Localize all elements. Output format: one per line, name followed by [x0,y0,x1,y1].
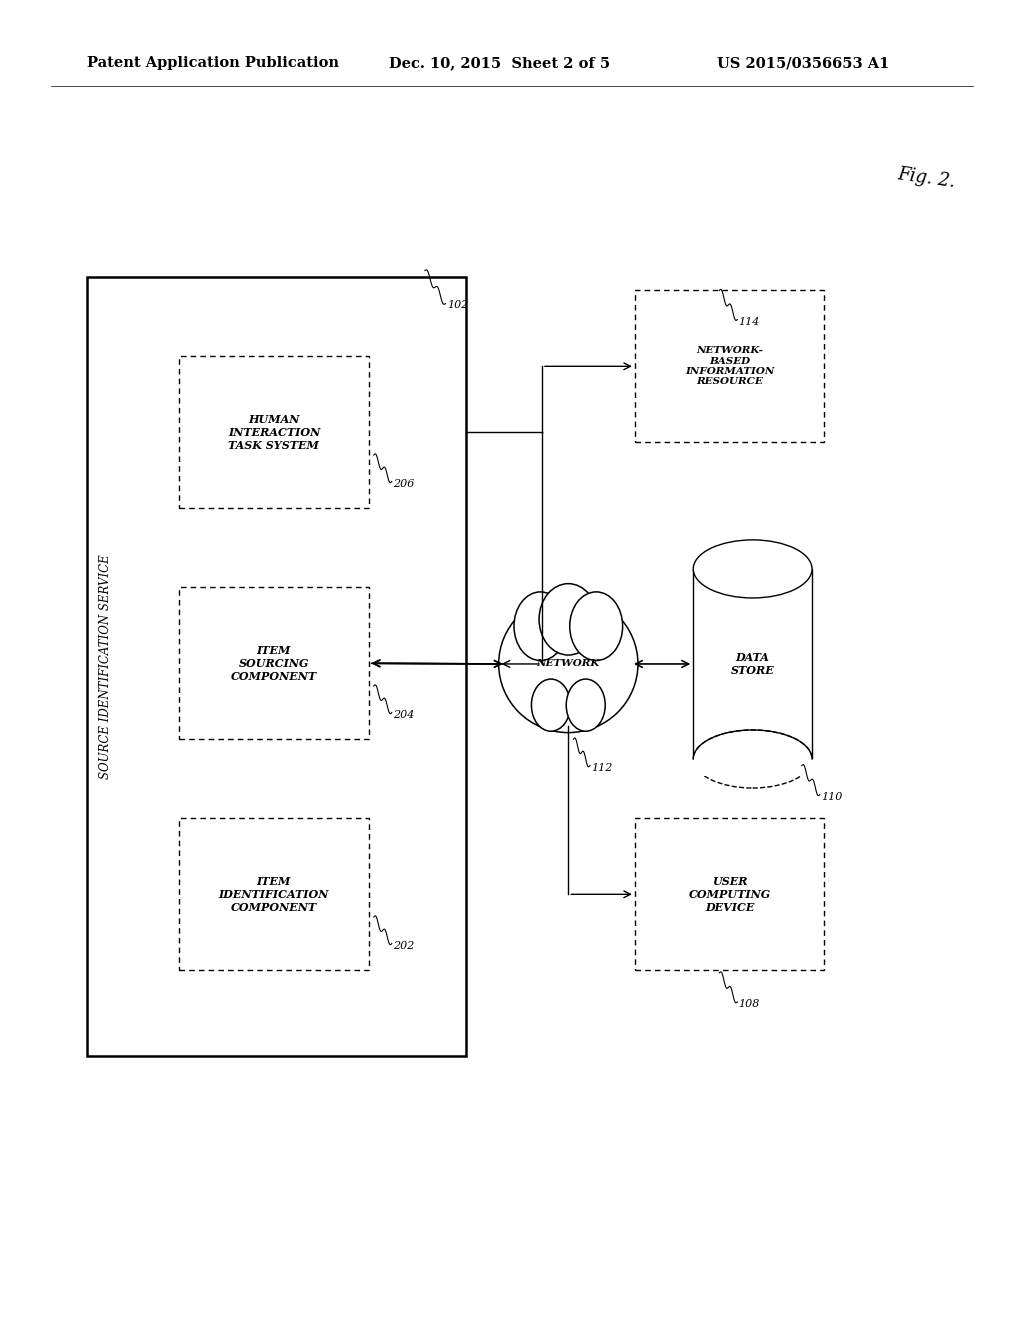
Text: 110: 110 [821,792,843,801]
Bar [87,277,466,1056]
Text: US 2015/0356653 A1: US 2015/0356653 A1 [717,57,889,70]
Bar [179,818,369,970]
Text: ITEM
IDENTIFICATION
COMPONENT: ITEM IDENTIFICATION COMPONENT [219,876,329,912]
Ellipse shape [693,540,812,598]
Text: Patent Application Publication: Patent Application Publication [87,57,339,70]
Text: SOURCE IDENTIFICATION SERVICE: SOURCE IDENTIFICATION SERVICE [99,554,112,779]
Text: NETWORK: NETWORK [537,660,600,668]
Bar [693,569,812,759]
Text: HUMAN
INTERACTION
TASK SYSTEM: HUMAN INTERACTION TASK SYSTEM [227,414,321,450]
Text: ITEM
SOURCING
COMPONENT: ITEM SOURCING COMPONENT [230,645,317,681]
Ellipse shape [514,591,567,660]
Ellipse shape [566,678,605,731]
Text: 102: 102 [446,300,468,310]
Text: 204: 204 [393,710,415,719]
Text: 108: 108 [738,999,760,1008]
Text: NETWORK-
BASED
INFORMATION
RESOURCE: NETWORK- BASED INFORMATION RESOURCE [685,346,774,387]
Bar [635,818,824,970]
Ellipse shape [539,583,598,655]
Text: Dec. 10, 2015  Sheet 2 of 5: Dec. 10, 2015 Sheet 2 of 5 [389,57,610,70]
Text: 206: 206 [393,479,415,488]
Bar [179,587,369,739]
Text: USER
COMPUTING
DEVICE: USER COMPUTING DEVICE [688,876,771,912]
Text: Fig. 2.: Fig. 2. [896,165,956,191]
Text: 202: 202 [393,941,415,950]
Bar [179,356,369,508]
Ellipse shape [569,591,623,660]
Bar [635,290,824,442]
Text: DATA
STORE: DATA STORE [731,652,774,676]
Ellipse shape [499,595,638,733]
Ellipse shape [693,730,812,788]
Text: 114: 114 [738,317,760,326]
Text: 112: 112 [591,763,612,774]
Bar [691,759,814,776]
Ellipse shape [531,678,570,731]
